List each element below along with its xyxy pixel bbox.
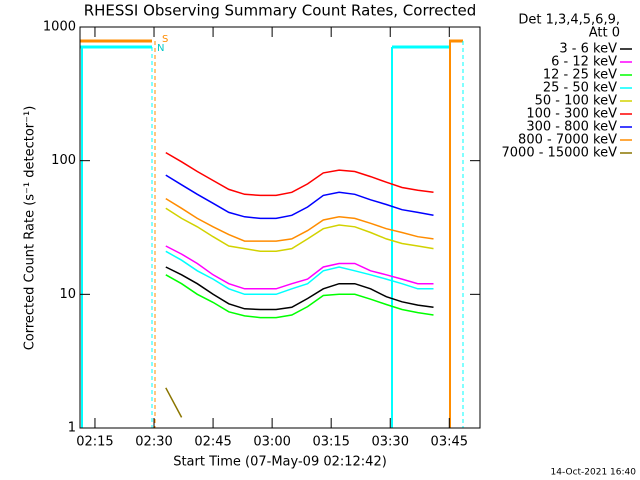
- x-tick-label: 02:45: [194, 435, 231, 450]
- series-line: [165, 266, 434, 311]
- series-line: [165, 197, 434, 242]
- series-line: [165, 245, 434, 290]
- legend-label: 300 - 800 keV: [526, 120, 617, 135]
- x-axis-label: Start Time (07-May-09 02:12:42): [173, 455, 387, 470]
- annotation: S: [162, 34, 168, 45]
- legend-label: 50 - 100 keV: [535, 94, 618, 109]
- footer: 14-Oct-2021 16:40: [551, 468, 637, 478]
- state-bars: S N: [80, 34, 464, 428]
- annotation: N: [157, 43, 164, 54]
- y-tick-label: 10: [59, 287, 76, 302]
- x-tick-label: 03:30: [372, 435, 409, 450]
- x-tick-label: 02:30: [135, 435, 172, 450]
- legend-header: Det 1,3,4,5,6,9,: [518, 13, 620, 28]
- legend-label: 25 - 50 keV: [543, 81, 617, 96]
- series-line: [165, 174, 434, 220]
- y-tick-label: 100: [51, 153, 76, 168]
- series-line: [165, 151, 434, 197]
- y-tick-label: 1000: [43, 20, 76, 35]
- legend-label: 7000 - 15000 keV: [502, 146, 618, 161]
- legend-label: 6 - 12 keV: [551, 55, 617, 70]
- x-tick-label: 03:45: [431, 435, 468, 450]
- y-axis-label: Corrected Count Rate (s⁻¹ detector⁻¹): [23, 106, 38, 351]
- chart-title: RHESSI Observing Summary Count Rates, Co…: [84, 2, 477, 20]
- legend-label: 3 - 6 keV: [559, 42, 617, 57]
- plot-frame: [79, 26, 481, 429]
- legend-label: 800 - 7000 keV: [518, 133, 617, 148]
- legend-header: Att 0: [589, 26, 620, 41]
- x-tick-label: 03:15: [312, 435, 349, 450]
- series-line: [165, 250, 434, 296]
- legend-label: 100 - 300 keV: [526, 107, 617, 122]
- legend-label: 12 - 25 keV: [543, 68, 617, 83]
- series-line: [165, 274, 434, 319]
- x-tick-label: 03:00: [253, 435, 290, 450]
- series-line: [165, 387, 183, 418]
- x-tick-label: 02:15: [76, 435, 113, 450]
- series-line: [165, 207, 434, 253]
- y-tick-label: 1: [68, 421, 76, 436]
